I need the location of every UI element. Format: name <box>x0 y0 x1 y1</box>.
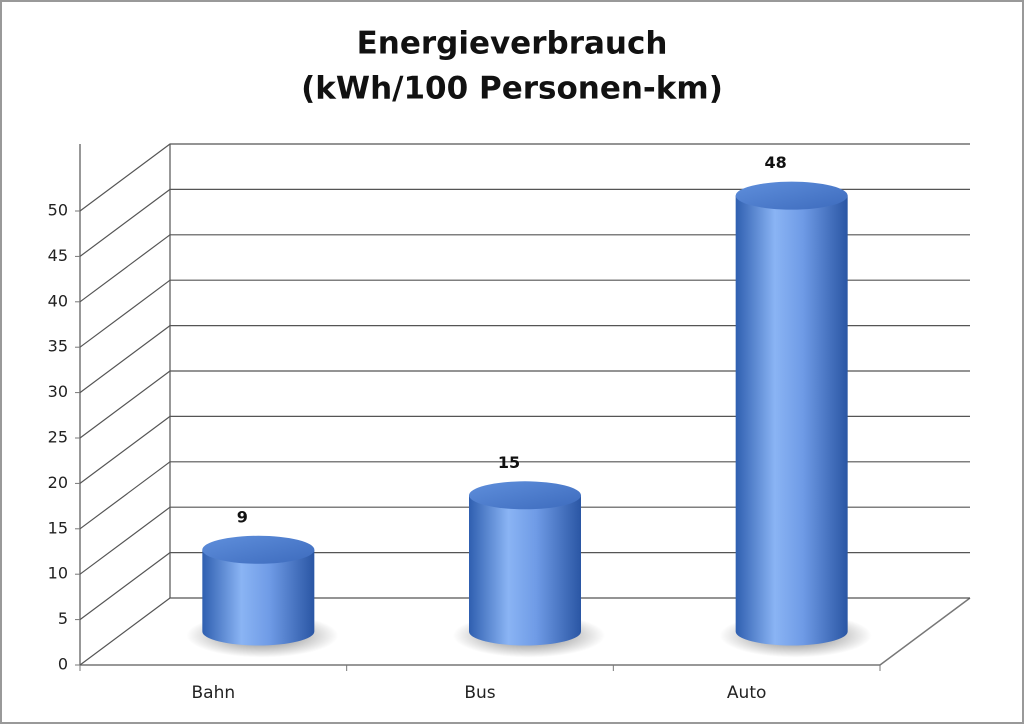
y-tick-label: 20 <box>48 473 68 492</box>
y-tick-label: 10 <box>48 564 68 583</box>
data-label: 15 <box>498 453 520 472</box>
y-tick-label: 40 <box>48 291 68 310</box>
y-tick-label: 0 <box>58 655 68 674</box>
chart-title: Energieverbrauch <box>357 26 668 62</box>
grid-line <box>79 143 970 212</box>
grid-line <box>79 506 970 575</box>
grid-line <box>79 415 970 484</box>
y-tick-label: 15 <box>48 518 68 537</box>
grid-line <box>79 551 970 621</box>
grid-line <box>79 325 970 394</box>
grid-line <box>79 188 970 257</box>
y-tick-label: 35 <box>48 337 68 356</box>
y-tick-label: 25 <box>48 428 68 447</box>
grid-line <box>79 597 970 666</box>
y-tick-label: 30 <box>48 382 68 401</box>
y-tick-label: 45 <box>48 246 68 265</box>
grid-line <box>79 370 970 439</box>
bar-top <box>202 535 315 564</box>
grid-line <box>79 234 970 303</box>
grid-line <box>79 461 970 530</box>
chart-title: (kWh/100 Personen-km) <box>301 71 723 107</box>
y-tick-label: 5 <box>58 609 68 628</box>
x-tick-label: Auto <box>727 683 766 703</box>
data-label: 48 <box>765 153 787 172</box>
y-tick-label: 50 <box>48 201 68 220</box>
floor-edge <box>879 597 971 666</box>
bar-top <box>735 181 848 210</box>
bar <box>469 495 581 646</box>
bar-top <box>469 481 581 510</box>
grid-line <box>79 279 970 348</box>
bar <box>735 195 848 646</box>
x-tick-label: Bus <box>464 683 495 703</box>
data-label: 9 <box>237 507 248 526</box>
x-tick-label: Bahn <box>192 683 236 703</box>
bar <box>202 549 315 646</box>
